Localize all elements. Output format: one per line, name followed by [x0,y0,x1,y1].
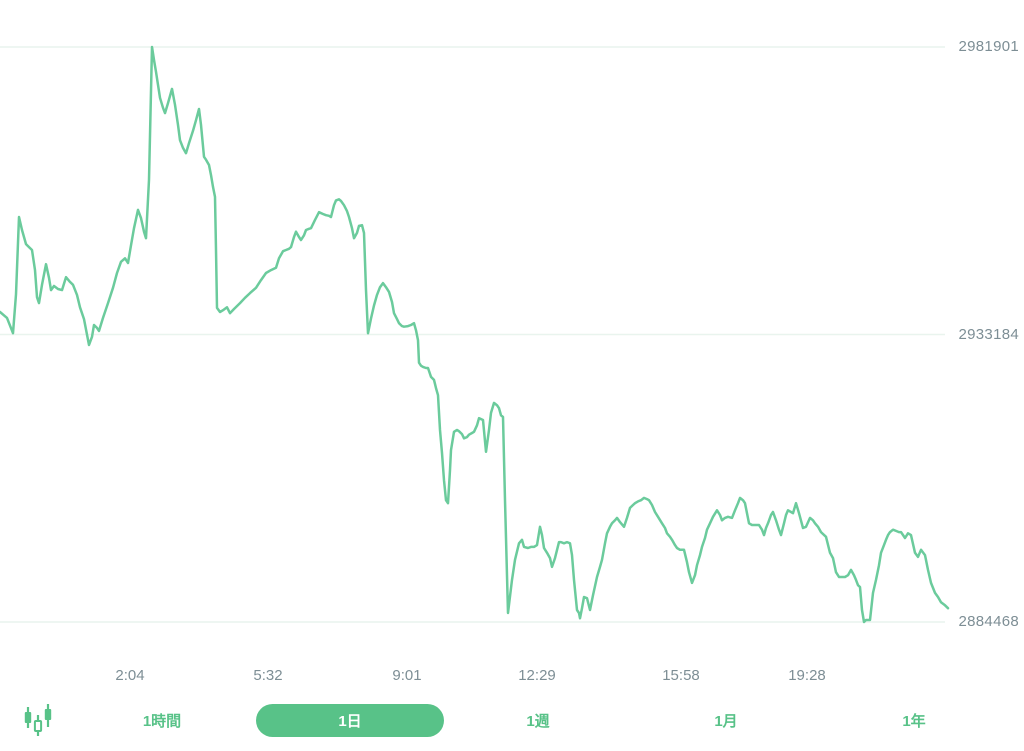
x-axis-tick-label: 15:58 [662,667,700,684]
time-range-selector: 1時間 1日 1週 1月 1年 [68,703,1008,737]
range-button-1day[interactable]: 1日 [256,703,444,737]
chart-toolbar: 1時間 1日 1週 1月 1年 [0,703,1024,737]
y-axis-label: 2981901 [958,38,1019,55]
candlestick-chart-toggle-button[interactable] [20,703,56,737]
x-axis-tick-label: 9:01 [392,667,422,684]
range-button-1hour[interactable]: 1時間 [133,706,191,735]
y-axis-label: 2933184 [958,325,1019,343]
range-button-1week[interactable]: 1週 [516,706,559,735]
x-axis-tick-label: 2:04 [115,667,145,684]
price-line-series [0,45,950,624]
y-axis-label: 2884468 [958,613,1019,630]
candlestick-icon [24,704,52,736]
x-axis-tick-label: 5:32 [253,667,283,684]
range-button-1month[interactable]: 1月 [704,706,747,735]
range-button-1year[interactable]: 1年 [892,706,935,735]
x-axis-tick-label: 12:29 [518,667,556,684]
x-axis-tick-label: 19:28 [788,667,826,684]
